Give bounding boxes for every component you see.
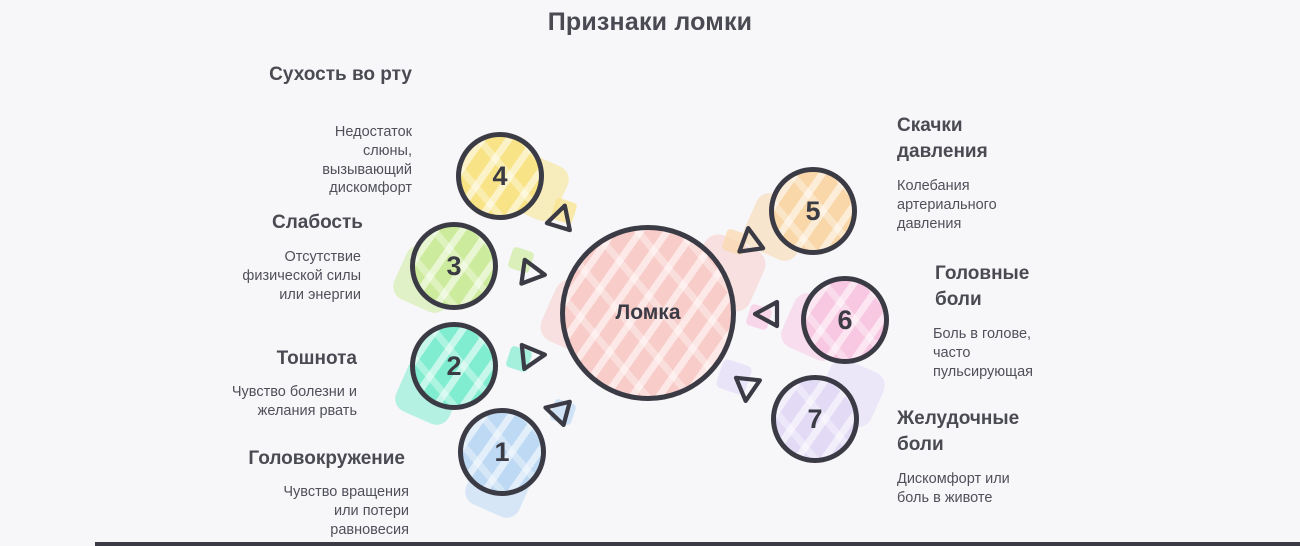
symptom-description: Недостаток слюны, вызывающий дискомфорт bbox=[322, 124, 412, 197]
marker-smudge bbox=[721, 228, 749, 256]
node-circle-6: 6 bbox=[801, 276, 889, 364]
node-circle-5: 5 bbox=[769, 167, 857, 255]
node-number: 6 bbox=[837, 304, 853, 335]
triangle-arrow-icon bbox=[519, 257, 547, 286]
bottom-edge-line bbox=[95, 542, 1300, 546]
node-number: 3 bbox=[446, 250, 462, 281]
triangle-arrow bbox=[715, 358, 765, 406]
node-number: 5 bbox=[805, 195, 821, 226]
symptom-description: Отсутствие физической силы или энергии bbox=[242, 249, 361, 303]
symptom-description: Чувство болезни и желания рвать bbox=[231, 384, 357, 419]
triangle-arrow bbox=[543, 197, 579, 236]
triangle-arrow-icon bbox=[543, 399, 572, 428]
marker-smudge bbox=[460, 445, 538, 523]
symptom-title: Сухость во рту bbox=[269, 64, 412, 85]
center-node-label: Ломка bbox=[615, 301, 681, 324]
node-circle-7: 7 bbox=[771, 375, 859, 463]
marker-smudge bbox=[812, 354, 890, 432]
triangle-arrow bbox=[540, 393, 577, 429]
triangle-arrow bbox=[507, 246, 550, 291]
symptom-title: Тошнота bbox=[276, 348, 357, 369]
triangle-arrow-icon bbox=[733, 375, 762, 404]
marker-smudge bbox=[715, 358, 753, 396]
marker-smudge bbox=[505, 345, 533, 373]
triangle-arrow-icon bbox=[544, 203, 572, 233]
node-number: 7 bbox=[807, 403, 823, 434]
triangle-arrow bbox=[505, 338, 550, 374]
symptom-title: Головокружение bbox=[248, 448, 405, 469]
marker-smudge bbox=[390, 352, 468, 430]
node-number: 1 bbox=[494, 436, 510, 467]
marker-smudge bbox=[507, 246, 535, 274]
node-circle-2: 2 bbox=[410, 322, 498, 410]
node-circle-3: 3 bbox=[410, 222, 498, 310]
marker-smudge bbox=[745, 303, 773, 331]
symptom-title: Скачки давления bbox=[897, 115, 988, 162]
triangle-arrow bbox=[721, 223, 768, 259]
marker-smudge bbox=[388, 240, 466, 318]
symptom-description: Чувство вращения или потери равновесия bbox=[283, 484, 409, 538]
marker-smudge bbox=[683, 229, 771, 317]
marker-smudge bbox=[549, 398, 577, 426]
node-number: 2 bbox=[446, 350, 462, 381]
marker-smudge bbox=[738, 188, 816, 266]
triangle-arrow-icon bbox=[752, 299, 780, 329]
triangle-arrow-icon bbox=[519, 342, 548, 371]
symptom-title: Слабость bbox=[271, 212, 363, 233]
symptom-title: Желудочные боли bbox=[897, 408, 1020, 455]
symptom-title: Головные боли bbox=[935, 263, 1030, 310]
symptom-description: Дискомфорт или боль в животе bbox=[897, 471, 1010, 506]
center-node-circle: Ломка bbox=[560, 225, 736, 401]
triangle-arrow bbox=[745, 296, 786, 332]
marker-smudge bbox=[496, 148, 574, 226]
diagram-title: Признаки ломки bbox=[547, 8, 753, 36]
marker-smudge bbox=[550, 197, 578, 225]
triangle-arrow-icon bbox=[737, 226, 766, 254]
symptom-description: Боль в голове, часто пульсирующая bbox=[933, 326, 1034, 380]
marker-smudge bbox=[776, 288, 854, 366]
symptom-description: Колебания артериального давления bbox=[897, 178, 997, 232]
node-number: 4 bbox=[492, 160, 508, 191]
marker-smudge bbox=[535, 274, 623, 362]
node-circle-1: 1 bbox=[458, 408, 546, 496]
node-circle-4: 4 bbox=[456, 132, 544, 220]
